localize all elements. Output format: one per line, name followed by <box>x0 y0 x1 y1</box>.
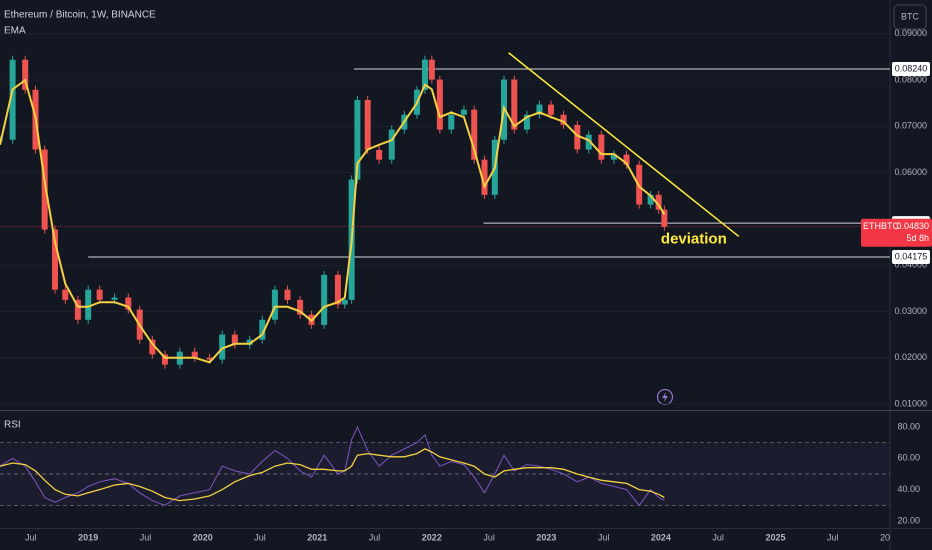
x-tick-label: 2019 <box>78 532 98 542</box>
candle <box>149 339 156 355</box>
candle <box>585 134 592 150</box>
candle <box>598 134 605 160</box>
y-tick-label: 0.01000 <box>894 398 927 408</box>
x-tick-label: 2024 <box>651 532 671 542</box>
y-tick-label: 80.00 <box>897 421 920 431</box>
rsi-line <box>0 425 665 507</box>
candle <box>334 274 341 305</box>
x-tick-label: Jul <box>369 532 381 542</box>
candle <box>647 194 654 205</box>
candle <box>428 59 435 80</box>
candle <box>388 129 395 160</box>
candle <box>547 104 554 115</box>
y-tick-label: 0.07000 <box>894 121 927 131</box>
candle <box>436 79 443 130</box>
last-price-label: 0.04830 <box>896 221 929 231</box>
candle <box>22 59 29 90</box>
candle <box>471 109 478 160</box>
y-tick-label: 0.04000 <box>894 260 927 270</box>
annotation: deviation <box>661 231 727 248</box>
y-tick-label: 60.00 <box>897 453 920 463</box>
x-tick-label: 2023 <box>536 532 556 542</box>
x-tick-label: Jul <box>254 532 266 542</box>
candle <box>560 114 567 125</box>
candle <box>191 351 198 358</box>
candle <box>574 124 581 150</box>
y-tick-label: 0.09000 <box>894 28 927 38</box>
candle <box>41 149 48 230</box>
candle <box>284 289 291 300</box>
x-tick-label: Jul <box>25 532 37 542</box>
candle <box>354 99 361 180</box>
x-tick-label: 2020 <box>193 532 213 542</box>
candle <box>161 354 168 365</box>
x-tick-label: Jul <box>827 532 839 542</box>
level-label-box <box>892 61 930 76</box>
x-tick-label: 20 <box>880 532 890 542</box>
candle <box>271 289 278 320</box>
candle <box>376 149 383 160</box>
x-tick-label: 2025 <box>765 532 785 542</box>
x-tick-label: Jul <box>712 532 724 542</box>
last-countdown: 5d 8h <box>906 233 929 243</box>
candle <box>231 334 238 345</box>
candle <box>481 159 488 195</box>
candle <box>96 289 103 300</box>
y-tick-label: 0.02000 <box>894 352 927 362</box>
last-symbol: ETHBTC <box>863 221 900 231</box>
candle <box>523 114 530 130</box>
candle <box>219 334 226 360</box>
candle <box>125 297 132 310</box>
candle <box>62 289 69 300</box>
candle <box>321 274 328 325</box>
y-tick-label: 40.00 <box>897 484 920 494</box>
candle <box>536 104 543 115</box>
candle <box>448 114 455 130</box>
x-tick-label: 2022 <box>422 532 442 542</box>
candle <box>364 99 371 150</box>
indicator-label: EMA <box>4 26 26 37</box>
candle <box>460 109 467 115</box>
y-tick-label: 0.03000 <box>894 306 927 316</box>
currency-button[interactable] <box>893 4 927 30</box>
y-tick-label: 20.00 <box>897 515 920 525</box>
candle <box>610 154 617 160</box>
candle <box>655 194 662 210</box>
ema-line <box>0 78 666 364</box>
level-label-box <box>892 250 930 265</box>
candle <box>9 59 16 140</box>
candle <box>111 297 118 300</box>
candle <box>661 209 668 227</box>
x-tick-label: Jul <box>140 532 152 542</box>
event-icon-bolt <box>662 392 668 402</box>
rsi-ma-line <box>0 448 665 502</box>
y-tick-label: 0.06000 <box>894 167 927 177</box>
candle <box>511 79 518 130</box>
candle <box>206 357 213 360</box>
candle <box>623 154 630 165</box>
symbol-title: Ethereum / Bitcoin, 1W, BINANCE <box>4 10 156 21</box>
x-tick-label: Jul <box>483 532 495 542</box>
candle <box>85 289 92 320</box>
candle <box>297 299 304 315</box>
rsi-label: RSI <box>4 420 21 431</box>
candle <box>74 299 81 320</box>
candle <box>51 229 58 290</box>
level-label: 0.08240 <box>895 63 928 73</box>
currency-label[interactable]: BTC <box>901 11 920 21</box>
trendline <box>508 52 740 238</box>
event-icon[interactable] <box>656 388 674 406</box>
candle <box>246 339 253 345</box>
y-tick-label: 0.08000 <box>894 74 927 84</box>
candle <box>421 59 428 90</box>
candle <box>341 299 348 305</box>
x-tick-label: Jul <box>598 532 610 542</box>
level-label: 0.04175 <box>895 251 928 261</box>
candle <box>259 319 266 340</box>
x-tick-label: 2021 <box>307 532 327 542</box>
last-price-box <box>861 218 932 247</box>
